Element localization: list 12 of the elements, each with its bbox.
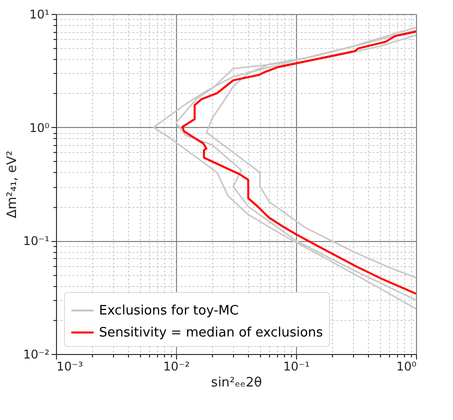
x-tick-label: 10⁻² xyxy=(163,360,190,374)
x-tick-label: 10⁻³ xyxy=(56,360,84,374)
y-tick-label: 10¹ xyxy=(29,8,50,22)
x-tick-label: 10⁰ xyxy=(396,360,417,374)
legend-label: Exclusions for toy-MC xyxy=(99,304,239,318)
y-tick-label: 10⁻² xyxy=(23,348,50,362)
x-axis-title: sin²ₑₑ2θ xyxy=(211,376,262,390)
y-tick-label: 10⁻¹ xyxy=(23,234,50,248)
legend-label: Sensitivity = median of exclusions xyxy=(99,326,324,340)
y-axis-title: Δm²₄₁, eV² xyxy=(5,150,20,218)
y-tick-label: 10⁰ xyxy=(29,120,50,135)
x-tick-label: 10⁻¹ xyxy=(283,360,310,374)
